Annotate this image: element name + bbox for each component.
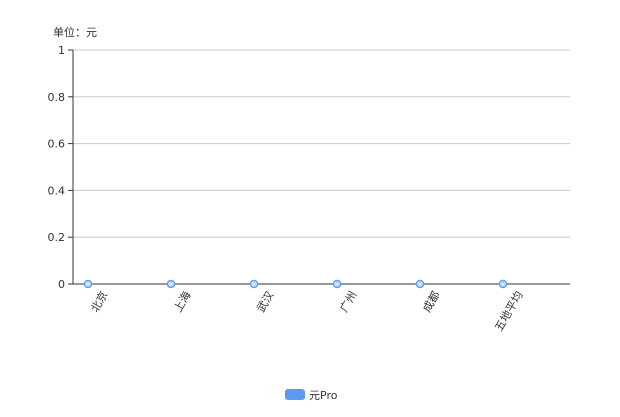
y-tick-label: 0.8 (48, 91, 66, 104)
data-label: 0 (335, 282, 339, 289)
y-tick-label: 0.4 (48, 184, 66, 197)
legend-label[interactable]: 元Pro (309, 389, 338, 402)
data-point (249, 279, 259, 289)
y-tick-label: 0 (58, 278, 65, 291)
unit-label: 单位：元 (53, 25, 97, 39)
y-tick-label: 1 (58, 44, 65, 57)
x-tick-label: 上海 (170, 289, 193, 315)
data-point (83, 279, 93, 289)
data-label: 0 (252, 282, 256, 289)
x-tick-label: 武汉 (254, 289, 276, 315)
data-point (166, 279, 176, 289)
y-tick-label: 0.2 (48, 231, 66, 244)
legend[interactable]: 元Pro (285, 389, 338, 402)
data-point (498, 279, 508, 289)
data-label: 0 (501, 282, 505, 289)
legend-swatch[interactable] (285, 389, 305, 400)
data-label: 0 (169, 282, 173, 289)
x-tick-label: 成都 (420, 289, 442, 315)
data-label: 0 (86, 282, 90, 289)
data-point (415, 279, 425, 289)
data-point (332, 279, 342, 289)
x-tick-label: 北京 (87, 289, 110, 315)
x-tick-label: 五地平均 (492, 289, 525, 334)
y-tick-label: 0.6 (48, 138, 66, 151)
x-tick-label: 广州 (337, 289, 359, 315)
data-label: 0 (418, 282, 422, 289)
